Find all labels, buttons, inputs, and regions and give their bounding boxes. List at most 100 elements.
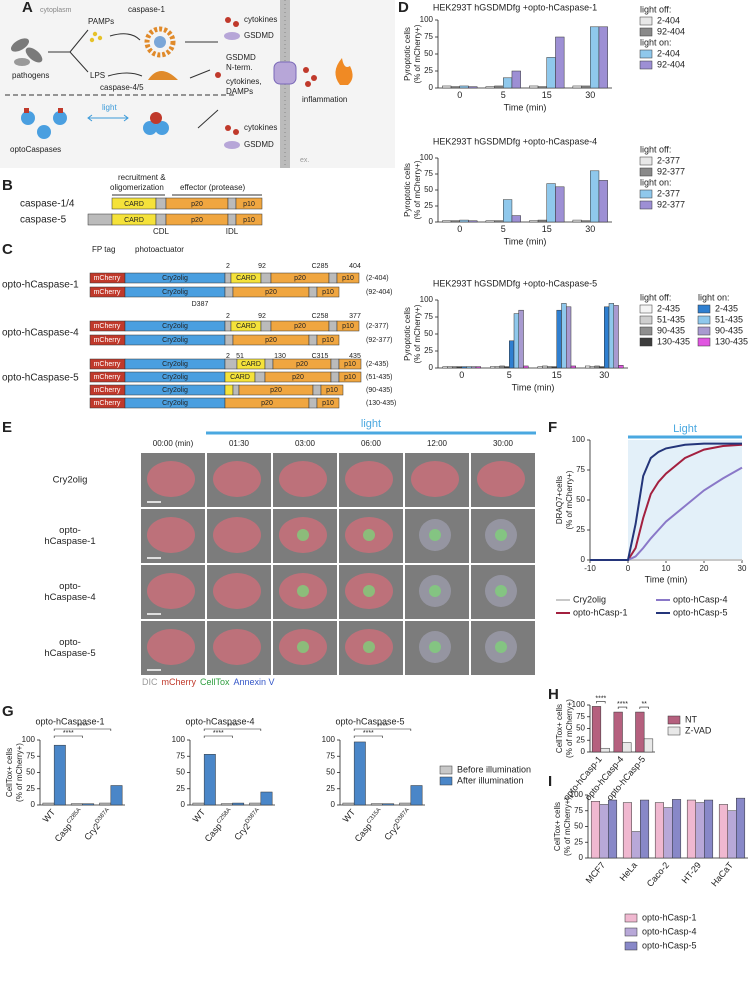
x-axis-label: Time (min)	[512, 382, 555, 392]
bar	[456, 366, 462, 369]
construct-label: (130-435)	[366, 400, 396, 407]
legend-swatch	[639, 60, 653, 70]
bar	[598, 26, 608, 89]
bar	[613, 711, 623, 753]
cell	[213, 517, 261, 553]
chart-title: opto-hCaspase-5	[335, 716, 404, 726]
y-tick-label: 100	[22, 735, 36, 744]
bar	[503, 199, 513, 223]
y-axis-label: CellTox+ cells	[553, 802, 562, 851]
y-tick-label: 25	[576, 525, 585, 534]
domain-label: Cry2olig	[162, 387, 188, 394]
y-tick-label: 100	[572, 435, 586, 444]
linker-label: IDL	[226, 227, 239, 236]
legend-label: NT	[685, 714, 697, 724]
legend-swatch	[624, 927, 638, 937]
bar	[622, 742, 632, 753]
label: inflammation	[302, 95, 347, 104]
label: cytokines,	[226, 77, 262, 86]
caspase-domain	[330, 358, 340, 370]
x-tick-label: 0	[626, 564, 631, 573]
domain-label: p10	[344, 374, 356, 381]
x-axis-label: Time (min)	[504, 102, 547, 112]
legend-label: 92-404	[657, 59, 685, 69]
channel-name: Annexin V	[234, 677, 275, 687]
time-label: 12:00	[427, 439, 448, 448]
legend-label: opto-hCasp-5	[673, 607, 728, 617]
domain-label: mCherry	[94, 374, 121, 381]
residue-label: C285	[312, 263, 329, 270]
caspase-domain	[330, 371, 340, 383]
domain-label: CARD	[236, 275, 256, 282]
time-label: 06:00	[361, 439, 382, 448]
bar	[471, 366, 477, 369]
y-tick-label: 25	[424, 66, 433, 75]
panel-letter: I	[548, 773, 552, 790]
bar	[485, 86, 495, 89]
residue-label: 130	[274, 353, 286, 360]
significance-label: ****	[363, 730, 374, 737]
bar	[260, 791, 273, 806]
y-tick-label: 25	[326, 784, 335, 793]
significance-bracket	[53, 735, 83, 738]
category-name: 30	[599, 370, 609, 380]
bar	[546, 57, 556, 89]
y-tick-label: 100	[420, 15, 434, 24]
bar	[581, 85, 591, 89]
label: light	[102, 103, 117, 112]
bar	[551, 366, 557, 369]
bar	[503, 77, 513, 89]
cell	[147, 461, 195, 497]
x-tick-label: MCF7	[584, 860, 607, 885]
nucleus	[429, 585, 441, 597]
cell	[279, 461, 327, 497]
residue-label: 435	[349, 353, 361, 360]
construct-label: (2-435)	[366, 361, 389, 368]
label: N-term.	[226, 63, 253, 72]
bar	[353, 741, 366, 806]
y-tick-label: 0	[581, 555, 586, 564]
y-tick-label: 25	[576, 735, 585, 744]
y-tick-label: 50	[576, 495, 585, 504]
gsdmd-pore	[273, 61, 297, 85]
y-tick-label: 0	[429, 363, 434, 372]
domain-bars	[87, 197, 263, 226]
bar	[459, 219, 469, 223]
y-tick-label: 50	[326, 768, 335, 777]
bar	[727, 810, 737, 859]
residue-label: C258	[312, 313, 329, 320]
bar	[382, 803, 395, 806]
y-axis-label: (% of mCherry+)	[563, 797, 572, 856]
panel-letter: F	[548, 419, 557, 436]
bar	[537, 366, 543, 369]
bar	[513, 313, 519, 369]
label: DAMPs	[226, 87, 253, 96]
legend-label: 92-377	[657, 199, 685, 209]
x-tick-label: 30	[585, 90, 595, 100]
bar	[542, 365, 548, 369]
y-tick-label: 25	[574, 837, 583, 846]
bar	[604, 306, 610, 369]
bar	[342, 802, 355, 806]
nucleus	[297, 529, 309, 541]
y-axis-label: (% of mCherry+)	[15, 743, 24, 802]
category-name: 30	[585, 224, 595, 234]
x-tick-label: Cry2D387A	[82, 807, 114, 843]
category-superscript: D387A	[244, 807, 260, 825]
bar	[494, 220, 504, 223]
construct-label: (51-435)	[366, 374, 392, 381]
chart-title: HEK293T hGSDMDfg +opto-hCaspase-1	[433, 2, 597, 12]
chart-title: opto-hCaspase-4	[185, 716, 254, 726]
domain-label: p10	[243, 217, 255, 224]
x-tick-label: CaspC285A	[52, 807, 86, 844]
legend-label: opto-hCasp-5	[642, 940, 697, 950]
residue-label: 404	[349, 263, 361, 270]
caspase-domain	[232, 384, 240, 396]
legend-label: opto-hCasp-1	[573, 607, 628, 617]
y-tick-label: 0	[429, 217, 434, 226]
panel-letter: A	[22, 0, 33, 16]
legend-header: light off:	[640, 144, 671, 154]
bar	[82, 803, 95, 806]
significance-label: **	[641, 701, 647, 708]
